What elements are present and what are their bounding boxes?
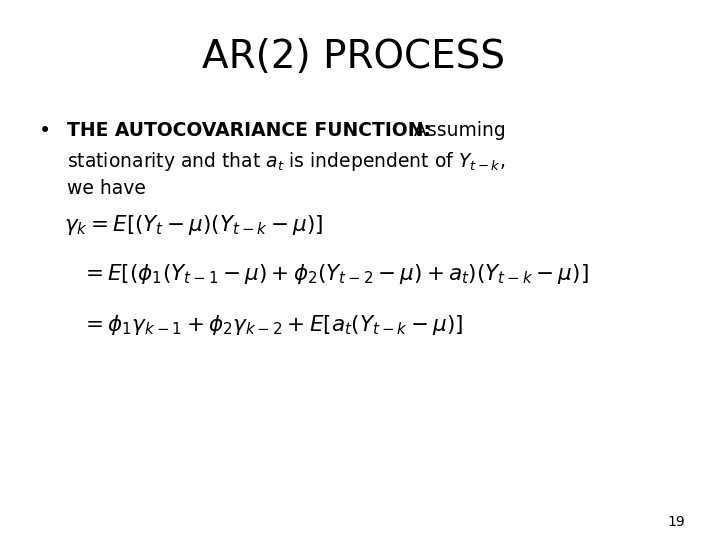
Text: THE AUTOCOVARIANCE FUNCTION:: THE AUTOCOVARIANCE FUNCTION: [67, 122, 431, 140]
Text: 19: 19 [667, 515, 685, 529]
Text: $\gamma_k = E\left[(Y_t - \mu)(Y_{t-k} - \mu)\right]$: $\gamma_k = E\left[(Y_t - \mu)(Y_{t-k} -… [63, 213, 323, 237]
Text: $= E\left[(\phi_1(Y_{t-1} - \mu) + \phi_2(Y_{t-2} - \mu) + a_t)(Y_{t-k} - \mu)\r: $= E\left[(\phi_1(Y_{t-1} - \mu) + \phi_… [81, 262, 589, 286]
Text: AR(2) PROCESS: AR(2) PROCESS [202, 38, 505, 76]
Text: $= \phi_1\gamma_{k-1} + \phi_2\gamma_{k-2} + E\left[a_t(Y_{t-k} - \mu)\right]$: $= \phi_1\gamma_{k-1} + \phi_2\gamma_{k-… [81, 313, 463, 337]
Text: •: • [39, 122, 51, 141]
Text: Assuming: Assuming [408, 122, 506, 140]
Text: we have: we have [67, 179, 146, 198]
Text: stationarity and that $a_t$ is independent of $Y_{t-k}$,: stationarity and that $a_t$ is independe… [67, 150, 505, 173]
